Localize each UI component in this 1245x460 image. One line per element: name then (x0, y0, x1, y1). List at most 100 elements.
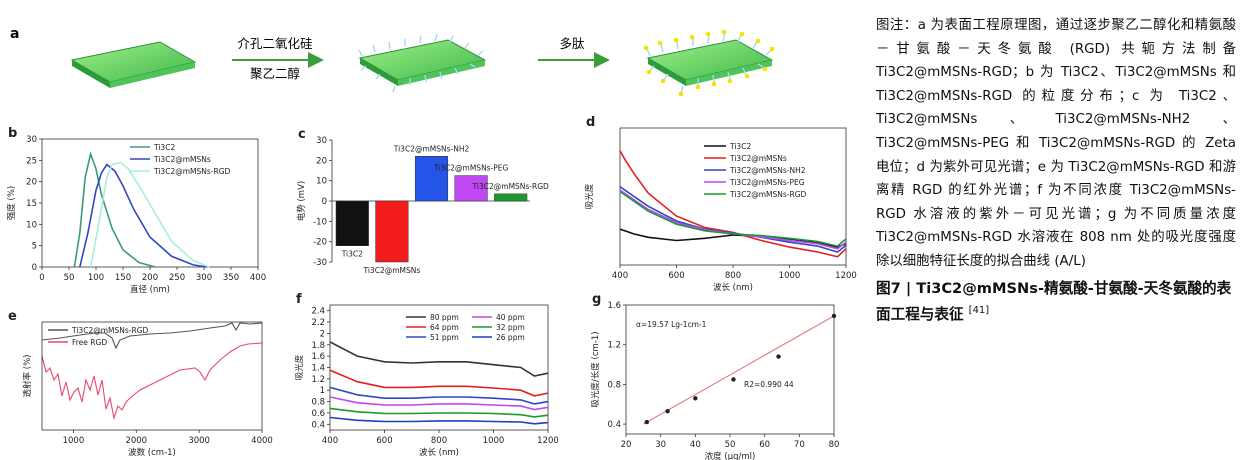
panel-b-xtick-label: 400 (250, 273, 266, 283)
panel-b-ytick-label: 25 (26, 156, 37, 166)
panel-f-ytick-label: 0.8 (311, 398, 325, 408)
panel-f-xlabel: 波长 (nm) (419, 447, 459, 458)
legend-label: 40 ppm (496, 313, 525, 322)
panel-a: a 介孔二氧化硅 聚乙二 (10, 26, 775, 97)
legend-label: Ti3C2 (153, 143, 175, 152)
panel-c-ytick-label: -10 (313, 217, 327, 227)
panel-g-point (644, 419, 649, 425)
figure-caption: 图注：a 为表面工程原理图，通过逐步聚乙二醇化和精氨酸－甘氨酸－天冬氨酸 (RG… (876, 14, 1236, 325)
legend-label: 80 ppm (430, 313, 459, 322)
panel-e-xtick-label: 1000 (63, 436, 85, 446)
legend-label: Ti3C2@mMSNs-RGD (71, 326, 148, 335)
panel-b-ytick-label: 10 (26, 220, 37, 230)
panel-b-xlabel: 直径 (nm) (130, 284, 170, 295)
panel-f-ytick-label: 0.4 (311, 420, 325, 430)
panel-f-ytick-label: 1.8 (311, 341, 325, 351)
legend-label: Ti3C2@mMSNs-PEG (729, 178, 805, 187)
panel-c-bar-label: Ti3C2 (341, 250, 363, 259)
panel-b-xtick-label: 350 (223, 273, 239, 283)
panel-f-xtick-label: 1200 (537, 436, 559, 446)
spectrum-e-rgd-conj (41, 322, 263, 350)
panel-e-letter: e (8, 309, 17, 324)
panel-d-xtick-label: 1000 (779, 271, 801, 281)
panel-b-ytick-label: 0 (32, 263, 37, 273)
panel-g-xlabel: 浓度 (μg/ml) (705, 451, 756, 460)
panel-b-series-line (89, 161, 210, 268)
panel-c-ytick-label: 0 (322, 197, 327, 207)
panel-f-ytick-label: 2.2 (311, 318, 325, 328)
panel-b-series-line (79, 163, 207, 268)
panel-e-xtick-label: 3000 (188, 436, 210, 446)
legend-label: 32 ppm (496, 323, 525, 332)
panel-e-spectra (41, 322, 263, 421)
panel-g-xtick-label: 70 (794, 440, 805, 450)
panel-f-series-line (329, 407, 549, 418)
panel-b-xtick-label: 300 (196, 273, 212, 283)
panel-g-ylabel: 吸光度/长度 (cm-1) (590, 331, 601, 407)
panel-g-ytick-label: 1.2 (607, 341, 621, 351)
panel-g-point (831, 313, 837, 319)
step1-top-label: 介孔二氧化硅 (237, 36, 312, 51)
panel-f-series-line (329, 369, 549, 397)
step1-bottom-label: 聚乙二醇 (250, 66, 300, 81)
panel-b-xtick-label: 50 (64, 273, 75, 283)
panel-g-xtick-label: 80 (829, 440, 840, 450)
sheet-coated (358, 33, 487, 93)
panel-f-xtick-label: 800 (431, 436, 447, 446)
panel-e-xtick-label: 2000 (125, 436, 147, 446)
panel-d-xtick-label: 400 (612, 271, 628, 281)
panel-e-xtick-label: 4000 (251, 436, 273, 446)
panel-f-letter: f (296, 292, 302, 307)
panel-d-xlabel: 波长 (nm) (713, 282, 753, 293)
panel-c-ylabel: 电势 (mV) (296, 181, 307, 221)
panel-c-bar (494, 193, 528, 202)
legend-label: 64 ppm (430, 323, 459, 332)
panel-g-point (665, 408, 670, 414)
panel-b-letter: b (8, 126, 17, 141)
caption-title-text: 图7 | Ti3C2@mMSNs-精氨酸-甘氨酸-天冬氨酸的表面工程与表征 (876, 279, 1232, 323)
legend-label: Ti3C2@mMSNs (153, 155, 211, 164)
legend-label: Ti3C2@mMSNs (729, 154, 787, 163)
panel-d-letter: d (586, 115, 595, 130)
panel-b-ytick-label: 5 (32, 242, 37, 252)
panel-c-ytick-label: 20 (316, 156, 327, 166)
caption-title: 图7 | Ti3C2@mMSNs-精氨酸-甘氨酸-天冬氨酸的表面工程与表征 [4… (876, 278, 1236, 326)
panel-f-series-line (329, 416, 549, 425)
panel-g-xtick-label: 20 (621, 440, 632, 450)
panel-f-ytick-label: 1.4 (311, 364, 325, 374)
panel-b-ytick-label: 15 (26, 199, 37, 209)
panel-f-ytick-label: 0.6 (311, 409, 325, 419)
panel-g-xtick-label: 50 (725, 440, 736, 450)
panel-g-point (693, 396, 698, 401)
panel-g-letter: g (592, 292, 601, 307)
legend-label: Ti3C2@mMSNs-NH2 (729, 166, 806, 175)
panel-f-ytick-label: 1 (320, 386, 325, 396)
panel-e-ylabel: 透射率 (%) (22, 355, 33, 398)
panel-g-fit-line (643, 315, 835, 425)
panel-f-ylabel: 吸光度 (294, 354, 305, 380)
panel-c-bar (375, 200, 409, 263)
panel-d-xtick-label: 1200 (835, 271, 857, 281)
panel-g-point (731, 377, 736, 382)
panel-d-xtick-label: 600 (668, 271, 684, 281)
panel-b-xtick-label: 150 (115, 273, 131, 283)
panel-b-xtick-label: 250 (169, 273, 185, 283)
legend-label: Ti3C2 (729, 142, 751, 151)
panel-b-xtick-label: 0 (39, 273, 44, 283)
panel-a-letter: a (10, 26, 19, 42)
panel-c-letter: c (298, 127, 306, 142)
panel-g-alpha-annotation: α=19.57 Lg-1cm-1 (636, 320, 707, 329)
legend-label: 51 ppm (430, 333, 459, 342)
panel-c-bar-label: Ti3C2@mMSNs-NH2 (393, 144, 470, 153)
panel-f-series-line (329, 386, 549, 405)
panel-d-series-line (619, 150, 847, 258)
panel-f-xtick-label: 1000 (483, 436, 505, 446)
panel-g-xtick-label: 40 (690, 440, 701, 450)
panel-c-bar-label: Ti3C2@mMSNs-RGD (472, 182, 549, 191)
panel-b-ylabel: 强度 (%) (6, 186, 17, 220)
legend-label: Ti3C2@mMSNs-RGD (153, 167, 230, 176)
panel-g-ytick-label: 0.4 (607, 420, 621, 430)
panel-g-point (776, 354, 781, 359)
panel-d-series-line (619, 190, 847, 247)
spectrum-e-free-rgd (41, 342, 263, 421)
